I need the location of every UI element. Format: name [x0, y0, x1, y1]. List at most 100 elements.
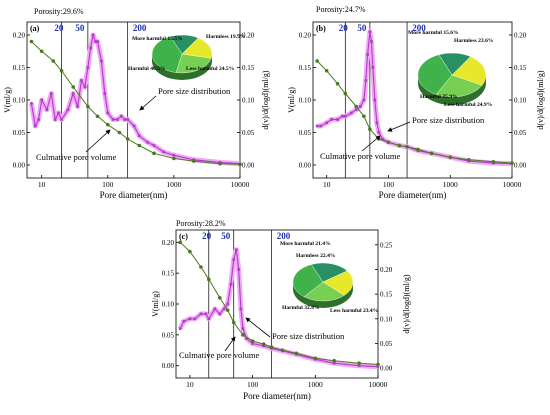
boundary-label-50: 50 [75, 23, 85, 33]
pie-slice-harmful [417, 54, 453, 95]
cumulative-volume-point [238, 162, 242, 167]
annotation-pore-size-distribution: Pore size distribution [412, 115, 485, 125]
pore-size-distribution-point [138, 134, 141, 138]
pie-slice-less-harmful [175, 53, 212, 74]
y-left-tick-label: 0.15 [299, 64, 312, 72]
pore-size-distribution-point [251, 342, 254, 345]
cumulative-volume-point [218, 161, 222, 166]
pore-size-distribution-point [86, 66, 90, 69]
y-right-tick-label: 0.15 [514, 64, 527, 72]
pore-size-distribution-point [57, 111, 60, 115]
y-left-tick-label: 0.05 [13, 129, 26, 137]
pore-size-distribution-point [325, 121, 329, 125]
y-right-tick-label: 0.10 [380, 315, 393, 323]
x-tick-label: 10 [38, 180, 46, 189]
cumulative-volume-point [332, 358, 336, 363]
y-left-tick-label: 0.00 [13, 162, 26, 170]
annotation-arrow [85, 129, 111, 153]
cumulative-volume-point [467, 158, 471, 162]
pore-size-distribution-point [370, 40, 373, 43]
y-right-tick-label: 0.00 [380, 365, 393, 373]
pore-size-distribution-point [226, 302, 229, 306]
pore-size-distribution-point [172, 153, 176, 157]
pie-label: Harmful 35.9% [420, 94, 458, 100]
pie-label: Less harmful 24.5% [186, 66, 235, 72]
pie-label: More harmful 15.6% [408, 30, 459, 36]
y-right-tick-label: 0.00 [242, 162, 255, 170]
pore-size-distribution-point [116, 118, 119, 121]
pore-size-distribution-glow [317, 29, 513, 167]
pore-size-distribution-point [33, 124, 37, 128]
pore-size-distribution-point [362, 98, 366, 102]
cumulative-volume-point [510, 161, 514, 165]
cumulative-volume-point [269, 345, 274, 349]
harm-classification-pie: More harmful 15.6% Harmless 23.6% Harmful … [408, 30, 494, 108]
cumulative-volume-point [324, 68, 329, 73]
pore-size-distribution-point [162, 150, 165, 154]
x-tick-label: 10000 [231, 180, 250, 189]
pie-slice-less-harmful [303, 281, 345, 302]
pore-size-distribution-point [66, 108, 70, 112]
y-left-tick-label: 0.15 [162, 270, 175, 278]
pore-size-distribution-point [182, 319, 186, 323]
cumulative-volume-point [315, 59, 319, 63]
pore-size-distribution-point [178, 327, 182, 330]
x-tick-label: 10 [323, 180, 331, 189]
cumulative-volume-point [294, 351, 299, 356]
pie-label: More harmful 15.5% [132, 36, 183, 42]
pore-size-distribution-point [319, 124, 323, 128]
boundary-label-50: 50 [357, 23, 367, 33]
pie-label: Harmless 19.5% [206, 34, 246, 40]
cumulative-volume-point [178, 240, 182, 245]
y-left-tick-label: 0.00 [299, 162, 312, 170]
pore-size-distribution-point [89, 46, 92, 50]
cumulative-volume-point [59, 68, 64, 73]
x-tick-label: 10000 [369, 380, 388, 389]
pore-size-distribution-point [45, 108, 49, 112]
pie-label: Harmful 40.5% [128, 66, 166, 72]
cumulative-volume-point [225, 308, 230, 312]
cumulative-volume-point [343, 91, 348, 96]
cumulative-volume-point [280, 348, 285, 353]
cumulative-volume-point [241, 333, 245, 337]
cumulative-volume-point [218, 296, 222, 300]
cumulative-volume-point [39, 49, 44, 54]
boundary-label-200: 200 [277, 231, 291, 241]
y-right-tick-label: 0.15 [242, 64, 255, 72]
pore-size-distribution-point [237, 268, 240, 271]
pie-label: Harmful 32.8% [282, 305, 320, 311]
pore-size-distribution-point [349, 111, 353, 115]
chart-panel-a: 20 50 200 10 100 1000 10000 0.00 0.05 0.10 0.15 0.2… [3, 7, 270, 200]
cumulative-volume-point [29, 39, 34, 44]
x-axis-label: Pore diameter(nm) [379, 190, 447, 200]
pore-size-distribution-point [146, 140, 149, 144]
pore-size-distribution-point [40, 98, 43, 102]
pore-size-distribution-point [37, 118, 40, 121]
pore-size-distribution-point [371, 66, 375, 69]
cumulative-volume-point [376, 362, 380, 367]
cumulative-volume-point [491, 159, 496, 164]
y-left-tick-label: 0.05 [299, 129, 312, 137]
boundary-label-20: 20 [54, 23, 64, 33]
annotation-cumulative-volume: Culmative pore volume [320, 151, 400, 161]
panel-label: (a) [30, 24, 40, 33]
boundary-label-20: 20 [202, 231, 212, 241]
pore-size-distribution-point [76, 105, 79, 108]
pore-size-distribution-point [204, 312, 208, 316]
pore-size-distribution-point [341, 114, 344, 118]
panel-label: (c) [179, 232, 188, 241]
pore-size-distribution-point [332, 361, 336, 365]
pie-label: Harmless 22.4% [296, 253, 336, 259]
y-left-tick-label: 0.20 [299, 32, 312, 40]
cumulative-volume-point [354, 104, 358, 109]
cumulative-volume-point [448, 155, 453, 159]
y-left-tick-label: 0.10 [13, 97, 26, 105]
pore-size-distribution-point [80, 79, 83, 82]
pie-label: Less harmful 23.4% [330, 308, 379, 314]
y-right-axis-label: d(v)/d(logd)(ml/g) [261, 70, 270, 129]
pore-size-distribution-point [235, 248, 238, 252]
x-axis-label: Pore diameter(nm) [100, 190, 168, 200]
pore-size-distribution-point [30, 101, 33, 105]
cumulative-volume-point [137, 143, 142, 148]
cumulative-volume-line [31, 41, 241, 165]
